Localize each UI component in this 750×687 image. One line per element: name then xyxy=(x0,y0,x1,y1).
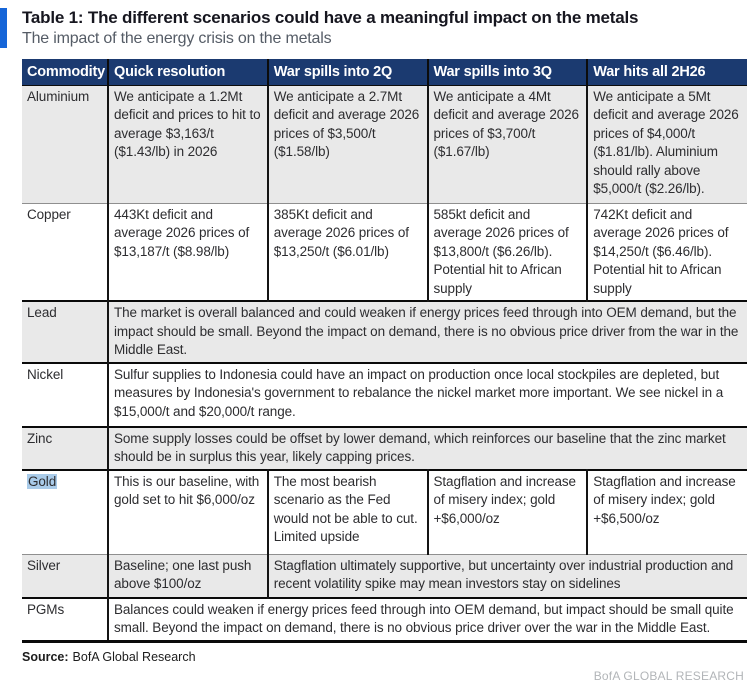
merged-scenario-cell: Some supply losses could be offset by lo… xyxy=(108,425,747,470)
column-header-commodity: Commodity xyxy=(22,59,109,86)
scenario-cell: 585kt deficit and average 2026 prices of… xyxy=(427,203,589,302)
merged-scenario-cell: Sulfur supplies to Indonesia could have … xyxy=(108,361,747,427)
source-label: Source: xyxy=(22,649,69,664)
scenario-cell: The most bearish scenario as the Fed wou… xyxy=(267,468,429,555)
scenario-cell: Stagflation and increase of misery index… xyxy=(427,468,589,555)
scenario-cell: We anticipate a 2.7Mt deficit and averag… xyxy=(267,85,429,204)
commodity-cell: PGMs xyxy=(22,596,109,643)
table-row-aluminium: Aluminium We anticipate a 1.2Mt deficit … xyxy=(22,85,747,204)
commodity-cell: Aluminium xyxy=(22,85,109,204)
scenario-cell: Baseline; one last push above $100/oz xyxy=(108,553,269,598)
column-header-quick-resolution: Quick resolution xyxy=(108,59,269,86)
column-header-war-2h26: War hits all 2H26 xyxy=(587,59,747,86)
commodity-cell: Copper xyxy=(22,203,109,302)
brand-footer: BofA GLOBAL RESEARCH xyxy=(593,669,744,683)
accent-bar xyxy=(0,8,7,48)
scenario-cell: Stagflation and increase of misery index… xyxy=(587,468,747,555)
merged-scenario-cell: Balances could weaken if energy prices f… xyxy=(108,596,747,643)
source-text: BofA Global Research xyxy=(72,649,196,664)
column-header-war-2q: War spills into 2Q xyxy=(267,59,429,86)
table-row-pgms: PGMs Balances could weaken if energy pri… xyxy=(22,596,747,643)
scenario-cell: This is our baseline, with gold set to h… xyxy=(108,468,269,555)
report-page: Table 1: The different scenarios could h… xyxy=(0,8,750,687)
commodity-cell: Zinc xyxy=(22,425,109,470)
title-text: Table 1: The different scenarios could h… xyxy=(22,8,638,48)
table-header-row: Commodity Quick resolution War spills in… xyxy=(22,59,747,86)
scenario-cell: 742Kt deficit and average 2026 prices of… xyxy=(587,203,747,302)
table-row-zinc: Zinc Some supply losses could be offset … xyxy=(22,425,747,470)
scenario-cell: 385Kt deficit and average 2026 prices of… xyxy=(267,203,429,302)
commodity-cell: Lead xyxy=(22,300,109,363)
table-row-lead: Lead The market is overall balanced and … xyxy=(22,300,747,363)
title-block: Table 1: The different scenarios could h… xyxy=(0,8,750,48)
source-note: Source: BofA Global Research xyxy=(22,650,750,664)
column-header-war-3q: War spills into 3Q xyxy=(427,59,589,86)
table-row-silver: Silver Baseline; one last push above $10… xyxy=(22,553,747,598)
page-title: Table 1: The different scenarios could h… xyxy=(22,8,639,27)
gold-selected-text: Gold xyxy=(27,473,58,489)
scenario-cell: 443Kt deficit and average 2026 prices of… xyxy=(108,203,269,302)
commodity-cell: Silver xyxy=(22,553,109,598)
table-row-gold: Gold This is our baseline, with gold set… xyxy=(22,468,747,555)
scenario-cell: We anticipate a 1.2Mt deficit and prices… xyxy=(108,85,269,204)
commodity-cell: Gold xyxy=(22,468,109,555)
table-row-copper: Copper 443Kt deficit and average 2026 pr… xyxy=(22,203,747,302)
table-row-nickel: Nickel Sulfur supplies to Indonesia coul… xyxy=(22,361,747,427)
commodity-cell: Nickel xyxy=(22,361,109,427)
scenario-cell: We anticipate a 5Mt deficit and average … xyxy=(587,85,747,204)
metals-table: Commodity Quick resolution War spills in… xyxy=(22,59,747,643)
page-subtitle: The impact of the energy crisis on the m… xyxy=(22,30,332,47)
scenario-cell: We anticipate a 4Mt deficit and average … xyxy=(427,85,589,204)
merged-scenario-cell: Stagflation ultimately supportive, but u… xyxy=(267,553,747,598)
merged-scenario-cell: The market is overall balanced and could… xyxy=(108,300,747,363)
